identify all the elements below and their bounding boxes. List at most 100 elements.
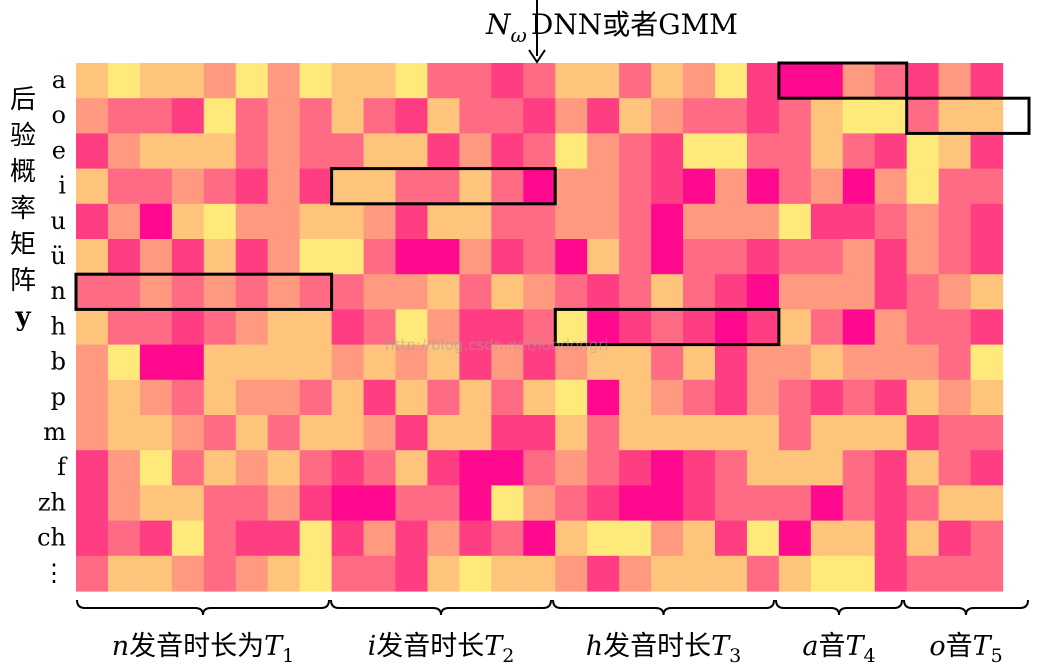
matrix-cell — [76, 379, 109, 416]
matrix-cell — [651, 309, 684, 346]
matrix-cell — [874, 450, 908, 486]
matrix-cell — [906, 239, 940, 275]
matrix-cell — [459, 203, 492, 240]
matrix-cell — [331, 344, 365, 381]
matrix-cell — [842, 415, 876, 451]
matrix-cell — [810, 520, 844, 557]
row-label: ⋮ — [42, 559, 66, 587]
group-label: n发音时长为T1 — [112, 631, 295, 667]
matrix-cell — [139, 274, 173, 310]
matrix-cell — [555, 309, 588, 346]
matrix-cell — [299, 133, 333, 170]
matrix-cell — [970, 485, 1004, 522]
matrix-cell — [970, 379, 1004, 416]
matrix-cell — [299, 415, 333, 451]
matrix-cell — [842, 344, 876, 381]
matrix-cell — [523, 450, 556, 486]
matrix-cell — [651, 168, 684, 205]
matrix-cell — [683, 344, 716, 381]
matrix-cell — [267, 274, 301, 310]
matrix-cell — [906, 520, 940, 557]
matrix-cell — [523, 555, 556, 592]
matrix-cell — [874, 555, 908, 592]
matrix-cell — [715, 133, 748, 170]
matrix-cell — [235, 168, 269, 205]
matrix-cell — [778, 485, 812, 522]
group-label: i发音时长T2 — [368, 631, 515, 667]
matrix-cell — [363, 63, 397, 99]
matrix-cell — [555, 520, 588, 557]
matrix-cell — [906, 379, 940, 416]
matrix-cell — [555, 450, 588, 486]
matrix-cell — [874, 168, 908, 205]
matrix-cell — [203, 98, 237, 134]
matrix-cell — [746, 415, 780, 451]
matrix-cell — [523, 309, 556, 346]
input-arrow-head — [528, 49, 546, 64]
matrix-cell — [523, 239, 556, 275]
matrix-cell — [651, 379, 684, 416]
matrix-cell — [746, 98, 780, 134]
matrix-cell — [139, 98, 173, 134]
matrix-cell — [810, 485, 844, 522]
matrix-cell — [171, 344, 205, 381]
matrix-cell — [906, 309, 940, 346]
matrix-cell — [651, 274, 684, 310]
matrix-cell — [651, 415, 684, 451]
matrix-cell — [395, 63, 429, 99]
matrix-cell — [395, 485, 429, 522]
matrix-cell — [810, 555, 844, 592]
matrix-cell — [395, 203, 429, 240]
matrix-cell — [938, 98, 972, 134]
matrix-cell — [76, 239, 109, 275]
matrix-cell — [299, 520, 333, 557]
matrix-cell — [970, 168, 1004, 205]
matrix-cell — [970, 450, 1004, 486]
matrix-cell — [874, 133, 908, 170]
matrix-cell — [906, 450, 940, 486]
matrix-cell — [171, 133, 205, 170]
matrix-cell — [778, 239, 812, 275]
matrix-cell — [555, 63, 588, 99]
matrix-cell — [363, 168, 397, 205]
matrix-cell — [491, 63, 524, 99]
matrix-cell — [267, 133, 301, 170]
matrix-cell — [76, 168, 109, 205]
row-label: f — [57, 453, 68, 481]
matrix-cell — [906, 63, 940, 99]
matrix-cell — [938, 274, 972, 310]
matrix-cell — [587, 239, 620, 275]
matrix-cell — [619, 168, 652, 205]
duration-braces — [76, 599, 1029, 616]
matrix-cell — [746, 450, 780, 486]
matrix-cell — [810, 450, 844, 486]
matrix-cell — [459, 344, 492, 381]
matrix-cell — [459, 555, 492, 592]
matrix-cell — [107, 63, 141, 99]
matrix-cell — [715, 168, 748, 205]
matrix-cell — [683, 239, 716, 275]
matrix-cell — [715, 379, 748, 416]
matrix-cell — [363, 133, 397, 170]
matrix-cell — [619, 415, 652, 451]
matrix-cell — [491, 203, 524, 240]
matrix-cell — [715, 520, 748, 557]
matrix-cell — [810, 415, 844, 451]
matrix-cell — [491, 520, 524, 557]
matrix-cell — [331, 274, 365, 310]
matrix-cell — [331, 379, 365, 416]
brace — [76, 599, 330, 616]
matrix-cell — [906, 415, 940, 451]
matrix-cell — [938, 203, 972, 240]
matrix-cell — [555, 274, 588, 310]
matrix-cell — [651, 485, 684, 522]
brace — [552, 599, 775, 616]
matrix-cell — [76, 63, 109, 99]
matrix-cell — [970, 555, 1004, 592]
matrix-cell — [587, 203, 620, 240]
matrix-cell — [938, 485, 972, 522]
matrix-cell — [171, 203, 205, 240]
matrix-cell — [970, 239, 1004, 275]
matrix-cell — [810, 63, 844, 99]
